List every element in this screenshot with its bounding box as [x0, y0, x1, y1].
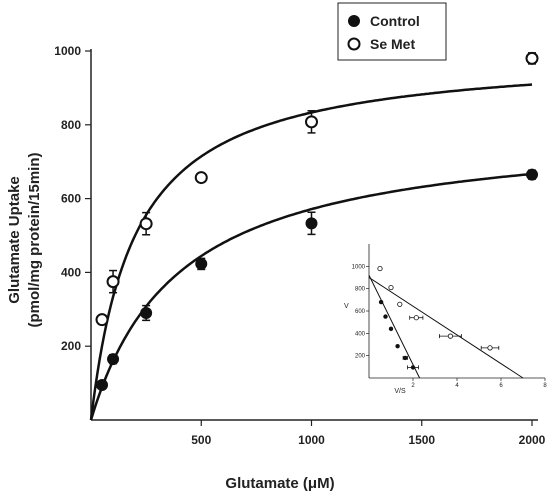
inset-marker	[383, 314, 388, 319]
marker	[526, 168, 538, 181]
inset-marker	[388, 284, 394, 291]
inset-fit-line-control	[368, 275, 421, 379]
x-tick-label: 500	[191, 433, 211, 447]
legend-box	[337, 2, 447, 61]
inset-fit-line-se-met	[368, 277, 524, 379]
inset-point-control	[388, 326, 394, 332]
x-tick-label: 1500	[408, 433, 435, 447]
inset-marker	[403, 355, 408, 361]
inset-point-control	[402, 355, 408, 361]
inset-x-tick-label: 8	[543, 383, 547, 389]
marker	[139, 217, 153, 231]
inset-marker	[447, 333, 453, 339]
inset-marker	[388, 326, 394, 332]
data-point-se-met	[194, 171, 208, 185]
marker	[305, 115, 318, 129]
y-tick-label: 200	[61, 339, 81, 353]
inset-y-tick-label: 600	[355, 309, 366, 315]
y-tick-label: 400	[61, 265, 81, 279]
marker	[106, 275, 120, 289]
inset-point-control	[378, 299, 384, 305]
data-point-se-met	[95, 313, 109, 327]
inset-point-control	[383, 314, 388, 319]
inset-marker	[395, 343, 400, 349]
data-point-se-met	[139, 211, 153, 236]
legend-marker-control	[348, 15, 360, 27]
inset-point-se-met	[480, 345, 500, 351]
marker	[195, 257, 208, 270]
inset-point-se-met	[438, 333, 462, 339]
inset-ticks: 200 400 600 800 1000 2 4 6 8	[352, 264, 548, 389]
inset-x-tick-label: 6	[499, 383, 503, 389]
x-axis-title: Glutamate (μM)	[225, 475, 334, 492]
inset-x-tick-label: 2	[411, 383, 415, 389]
data-point-control	[526, 168, 538, 181]
inset-marker	[410, 365, 416, 370]
marker	[194, 171, 208, 185]
x-tick-label: 1000	[298, 433, 325, 447]
inset-y-tick-label: 800	[355, 287, 366, 293]
inset-y-tick-label: 400	[355, 331, 366, 337]
inset-marker	[487, 345, 493, 351]
inset-chart: 200 400 600 800 1000 2 4 6 8 V V/S	[344, 244, 547, 395]
legend: Control Se Met	[337, 2, 447, 61]
inset-point-se-met	[377, 265, 383, 272]
main-ticks: 200 400 600 800 1000 500 1000 1500 2000	[54, 44, 545, 447]
inset-x-axis-title: V/S	[394, 388, 406, 395]
marker	[140, 306, 153, 319]
inset-background	[368, 245, 545, 378]
legend-marker-semet	[347, 37, 361, 51]
legend-label-semet: Se Met	[370, 36, 415, 52]
data-point-se-met	[106, 269, 120, 294]
inset-x-tick-label: 4	[455, 383, 459, 389]
data-point-control	[305, 211, 318, 236]
inset-point-control	[395, 343, 400, 349]
inset-marker	[377, 265, 383, 272]
main-data-points	[95, 51, 539, 391]
inset-marker	[413, 315, 419, 321]
inset-marker	[378, 299, 384, 305]
inset-point-control	[407, 365, 419, 370]
data-point-se-met	[305, 110, 318, 134]
inset-data-points	[377, 265, 500, 370]
marker	[107, 353, 120, 366]
data-point-control	[195, 257, 208, 271]
inset-fit-lines	[368, 275, 524, 379]
y-axis-title-line1: Glutamate Uptake	[6, 176, 23, 304]
inset-y-tick-label: 1000	[352, 264, 366, 270]
y-axis-title-line2: (pmol/mg protein/15min)	[26, 152, 43, 327]
inset-point-se-met	[409, 315, 424, 321]
y-tick-label: 1000	[54, 44, 81, 58]
data-point-control	[140, 304, 153, 322]
marker	[305, 217, 318, 230]
marker	[95, 313, 109, 327]
y-tick-label: 600	[61, 192, 81, 206]
inset-y-tick-label: 200	[355, 354, 366, 360]
y-tick-label: 800	[61, 118, 81, 132]
marker	[525, 51, 539, 65]
legend-label-control: Control	[370, 13, 420, 29]
data-point-se-met	[525, 51, 539, 65]
x-tick-label: 2000	[519, 433, 546, 447]
fit-curve-control	[89, 172, 533, 421]
inset-point-se-met	[397, 301, 403, 307]
data-point-control	[107, 353, 120, 366]
main-axes	[90, 49, 538, 421]
inset-point-se-met	[388, 284, 394, 291]
inset-y-axis-title: V	[344, 303, 349, 310]
inset-marker	[397, 301, 403, 307]
data-point-control	[96, 378, 109, 391]
marker	[96, 378, 109, 391]
